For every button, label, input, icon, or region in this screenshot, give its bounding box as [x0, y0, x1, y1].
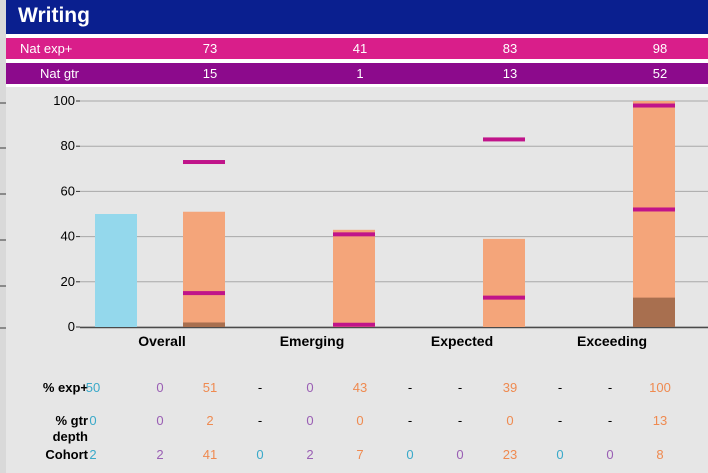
cohort-cell: 23 — [502, 447, 518, 462]
cohort-cell: 2 — [306, 447, 314, 462]
exp-cell: 0 — [156, 380, 164, 395]
exp-cell: - — [457, 380, 463, 395]
nat-gtr-label: Nat gtr — [40, 66, 80, 81]
exp-cell: 50 — [85, 380, 101, 395]
gtr-cell: - — [257, 413, 263, 428]
summary-table: % exp+ % gtr depth Cohort 50 0 51 - 0 43 - - 39 -… — [6, 353, 708, 473]
nat-exp-marker — [333, 232, 375, 237]
gtr-cell: 0 — [89, 413, 97, 428]
nat-gtr-row: Nat gtr 15 1 13 52 — [6, 63, 708, 84]
bar-chart: 0 20 40 60 80 100 Overall Emerging Expected Excee… — [53, 93, 708, 349]
cohort-cell: 2 — [156, 447, 164, 462]
nat-gtr-marker — [483, 295, 525, 300]
nat-exp-marker — [183, 160, 225, 165]
edge-notch — [0, 102, 6, 104]
greater-depth-bar — [183, 322, 225, 327]
nat-exp-value: 83 — [502, 41, 518, 56]
cohort-cell: 8 — [656, 447, 664, 462]
exp-cell: - — [257, 380, 263, 395]
gtr-cell: 0 — [506, 413, 514, 428]
edge-notch — [0, 147, 6, 149]
exp-cell: 100 — [649, 380, 671, 395]
exp-cell: - — [557, 380, 563, 395]
page-title: Writing — [18, 4, 90, 27]
gtr-cell: - — [557, 413, 563, 428]
cohort-cell: 41 — [202, 447, 218, 462]
cohort-cell: 0 — [456, 447, 464, 462]
nat-gtr-value: 1 — [356, 66, 364, 81]
exp-cell: 39 — [502, 380, 518, 395]
cohort-cell: 0 — [256, 447, 264, 462]
cohort-cell: 0 — [556, 447, 564, 462]
category-label: Exceeding — [577, 333, 647, 349]
nat-exp-value: 73 — [202, 41, 218, 56]
cohort-bar — [95, 214, 137, 327]
nat-exp-value: 41 — [352, 41, 368, 56]
gtr-cell: 2 — [206, 413, 214, 428]
title-bar: Writing — [6, 0, 708, 34]
gtr-row-label: % gtr — [55, 413, 89, 428]
nat-exp-marker — [483, 137, 525, 142]
nat-gtr-marker — [333, 322, 375, 327]
cohort-cell: 7 — [356, 447, 364, 462]
exp-cell: 0 — [306, 380, 314, 395]
category-label: Emerging — [280, 333, 345, 349]
exp-cell: - — [407, 380, 413, 395]
nat-exp-label: Nat exp+ — [20, 41, 73, 56]
y-tick-label: 100 — [53, 93, 75, 108]
nat-gtr-value: 15 — [202, 66, 218, 81]
gtr-row-label-line2: depth — [52, 429, 88, 444]
school-bar — [333, 229, 375, 327]
edge-notch — [0, 285, 6, 287]
gtr-cell: - — [457, 413, 463, 428]
nat-exp-row: Nat exp+ 73 41 83 98 — [6, 38, 708, 59]
y-tick-label: 20 — [61, 274, 75, 289]
edge-notch — [0, 193, 6, 195]
edge-notch — [0, 327, 6, 329]
cohort-cell: 2 — [89, 447, 97, 462]
edge-notch — [0, 239, 6, 241]
nat-gtr-value: 13 — [502, 66, 518, 81]
category-label: Overall — [138, 333, 185, 349]
cohort-cell: 0 — [406, 447, 414, 462]
gtr-cell: - — [407, 413, 413, 428]
nat-gtr-marker — [633, 207, 675, 212]
nat-exp-value: 98 — [652, 41, 668, 56]
nat-exp-marker — [633, 103, 675, 108]
y-tick-label: 40 — [61, 229, 75, 244]
exp-row-label: % exp+ — [42, 380, 88, 395]
exp-cell: - — [607, 380, 613, 395]
gtr-cell: 0 — [156, 413, 164, 428]
y-tick-label: 0 — [68, 319, 75, 334]
school-bar — [183, 211, 225, 327]
school-bar — [483, 238, 525, 327]
cohort-row-label: Cohort — [45, 447, 88, 462]
category-label: Expected — [431, 333, 493, 349]
gtr-cell: 13 — [652, 413, 668, 428]
gtr-cell: - — [607, 413, 613, 428]
school-bar — [633, 101, 675, 327]
nat-gtr-marker — [183, 291, 225, 296]
exp-cell: 43 — [352, 380, 368, 395]
cohort-cell: 0 — [606, 447, 614, 462]
y-tick-label: 60 — [61, 183, 75, 198]
gtr-cell: 0 — [356, 413, 364, 428]
nat-gtr-value: 52 — [652, 66, 668, 81]
gtr-cell: 0 — [306, 413, 314, 428]
left-edge-strip — [0, 0, 6, 473]
greater-depth-bar — [633, 297, 675, 327]
y-tick-label: 80 — [61, 138, 75, 153]
exp-cell: 51 — [202, 380, 218, 395]
